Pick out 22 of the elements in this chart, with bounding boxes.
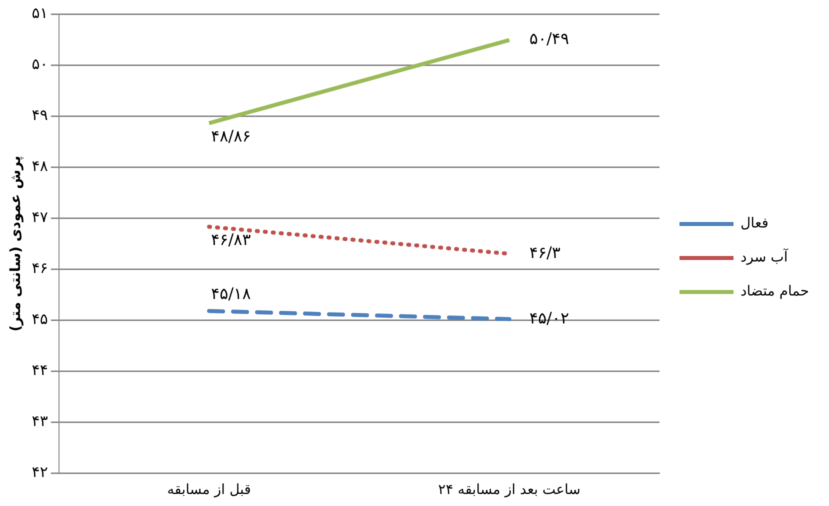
y-tick-label: ۴۵	[32, 310, 48, 328]
data-label: ۴۶/۳	[529, 242, 561, 262]
data-label: ۴۶/۸۳	[211, 230, 252, 249]
y-tick-label: ۴۶	[32, 259, 48, 277]
y-tick-label: ۴۳	[32, 412, 48, 430]
legend-label: حمام متضاد	[740, 284, 810, 300]
y-tick-label: ۴۴	[32, 361, 48, 380]
x-tick-label: قبل از مسابقه	[167, 482, 251, 498]
x-tick-label: ۲۴ ساعت بعد از مسابقه	[438, 482, 581, 498]
legend-label: آب سرد	[740, 248, 789, 266]
y-tick-label: ۴۸	[32, 156, 48, 175]
data-label: ۵۰/۴۹	[529, 29, 570, 48]
y-axis-title: پرش عمودی (سانتی متر)	[8, 156, 24, 332]
data-label: ۴۸/۸۶	[211, 126, 251, 146]
y-tick-label: ۴۹	[32, 106, 48, 124]
data-label: ۴۵/۰۲	[529, 308, 570, 328]
y-tick-label: ۵۰	[32, 54, 48, 73]
y-tick-label: ۴۲	[32, 463, 48, 482]
y-tick-label: ۵۱	[32, 4, 48, 22]
legend-label: فعال	[740, 216, 768, 232]
data-label: ۴۵/۱۸	[211, 284, 252, 304]
y-tick-label: ۴۷	[32, 208, 48, 226]
